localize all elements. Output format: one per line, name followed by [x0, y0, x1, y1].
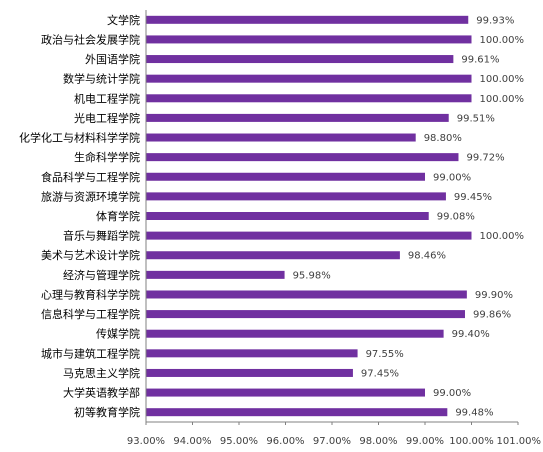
x-tick-label: 100.00%: [449, 436, 494, 447]
category-label: 旅游与资源环境学院: [41, 189, 140, 203]
data-label: 99.08%: [437, 212, 475, 223]
x-tick-label: 96.00%: [266, 436, 304, 447]
bar: [146, 192, 446, 201]
category-label: 外国语学院: [85, 52, 140, 66]
bar: [146, 74, 472, 83]
category-label: 体育学院: [96, 209, 140, 223]
data-label: 100.00%: [480, 35, 525, 46]
category-label: 城市与建筑工程学院: [41, 346, 140, 360]
category-label: 心理与教育科学学院: [41, 287, 140, 301]
x-tick-label: 93.00%: [127, 436, 165, 447]
bar: [146, 133, 416, 142]
category-labels: 文学院政治与社会发展学院外国语学院数学与统计学院机电工程学院光电工程学院化学化工…: [19, 13, 140, 419]
data-label: 99.40%: [452, 329, 490, 340]
bar: [146, 310, 465, 319]
bar: [146, 290, 467, 299]
category-label: 光电工程学院: [74, 111, 140, 125]
x-tick-label: 99.00%: [406, 436, 444, 447]
data-label: 99.51%: [457, 113, 495, 124]
bar: [146, 172, 425, 181]
bar: [146, 329, 444, 338]
data-label: 98.46%: [408, 251, 446, 262]
bar: [146, 153, 459, 162]
x-tick-label: 94.00%: [173, 436, 211, 447]
category-label: 数学与统计学院: [63, 72, 140, 86]
bar: [146, 113, 449, 122]
data-label: 99.00%: [433, 172, 471, 183]
x-tick-label: 95.00%: [220, 436, 258, 447]
category-label: 政治与社会发展学院: [41, 32, 140, 46]
category-label: 化学化工与材料科学学院: [19, 131, 140, 145]
bar-group: [146, 15, 472, 417]
data-label: 99.72%: [466, 153, 504, 164]
bar: [146, 388, 425, 397]
category-label: 食品科学与工程学院: [41, 170, 140, 184]
category-label: 大学英语教学部: [63, 386, 140, 400]
bar: [146, 368, 353, 377]
bar: [146, 251, 400, 260]
category-label: 生命科学学院: [74, 150, 140, 164]
x-tick-label: 97.00%: [313, 436, 351, 447]
category-label: 初等教育学院: [74, 405, 140, 419]
category-label: 文学院: [107, 13, 140, 27]
bar: [146, 15, 469, 24]
data-label: 99.61%: [461, 55, 499, 66]
category-label: 信息科学与工程学院: [41, 307, 140, 321]
value-labels: 99.93% 100.00% 99.61% 100.00% 100.00% 99.51% 9…: [293, 15, 524, 418]
bar: [146, 349, 358, 358]
data-label: 99.45%: [454, 192, 492, 203]
category-label: 经济与管理学院: [63, 268, 140, 282]
bar: [146, 270, 285, 279]
bar: [146, 231, 472, 240]
category-label: 机电工程学院: [74, 91, 140, 105]
data-label: 99.48%: [455, 408, 493, 419]
data-label: 100.00%: [480, 74, 525, 85]
category-label: 美术与艺术设计学院: [41, 248, 140, 262]
data-label: 98.80%: [424, 133, 462, 144]
x-tick-label: 101.00%: [497, 436, 542, 447]
category-label: 传媒学院: [96, 327, 140, 341]
bar: [146, 94, 472, 103]
data-label: 99.00%: [433, 388, 471, 399]
data-label: 95.98%: [293, 270, 331, 281]
data-label: 97.45%: [361, 368, 399, 379]
data-label: 100.00%: [480, 231, 525, 242]
bar: [146, 212, 429, 220]
bar: [146, 408, 448, 417]
data-label: 97.55%: [366, 349, 404, 360]
data-label: 99.93%: [476, 15, 514, 26]
data-label: 99.90%: [475, 290, 513, 301]
bar: [146, 55, 454, 64]
data-label: 100.00%: [480, 94, 525, 105]
bar: [146, 35, 472, 44]
x-tick-label: 98.00%: [359, 436, 397, 447]
category-label: 马克思主义学院: [63, 366, 140, 380]
category-label: 音乐与舞蹈学院: [63, 229, 140, 243]
x-tick-labels: 93.00% 94.00% 95.00% 96.00% 97.00% 98.00% 99.0…: [127, 422, 541, 447]
data-label: 99.86%: [473, 310, 511, 321]
